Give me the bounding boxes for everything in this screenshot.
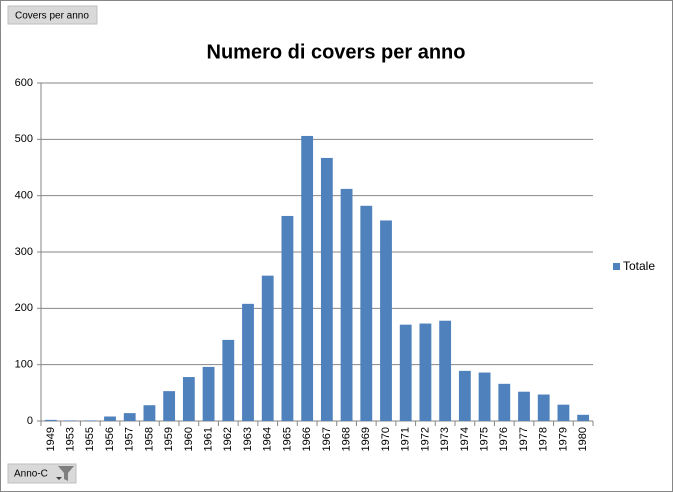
x-tick-label: 1968 [340,427,352,451]
x-tick-label: 1961 [202,427,214,451]
x-tick-label: 1953 [64,427,76,451]
x-tick-label: 1967 [321,427,333,451]
x-tick-label: 1974 [459,427,471,451]
bar [478,372,491,421]
report-filter-button[interactable] [7,5,98,25]
bar [143,405,156,421]
bar [64,420,77,421]
y-tick-label: 100 [15,359,33,371]
bar [399,324,412,421]
y-tick-label: 400 [15,190,33,202]
y-tick-label: 500 [15,133,33,145]
x-tick-label: 1949 [45,427,57,451]
bar [360,205,373,421]
x-tick-label: 1978 [538,427,550,451]
y-tick-label: 200 [15,302,33,314]
x-tick-label: 1977 [518,427,530,451]
legend-label: Totale [623,259,655,273]
x-tick-label: 1979 [557,427,569,451]
dropdown-arrow[interactable] [56,477,62,480]
x-tick-label: 1958 [143,427,155,451]
x-tick-label: 1962 [222,427,234,451]
bar [84,420,97,421]
report-filter-label[interactable]: Covers per anno [15,11,89,22]
x-tick-label: 1973 [439,427,451,451]
legend-swatch [613,263,620,270]
x-tick-label: 1980 [577,427,589,451]
bar [537,394,550,421]
bar [222,339,235,421]
bar [123,413,136,421]
x-tick-label: 1957 [124,427,136,451]
field-button-label[interactable]: Anno-C [14,469,48,480]
y-tick-label: 0 [27,415,33,427]
x-tick-label: 1969 [360,427,372,451]
x-tick-label: 1956 [104,427,116,451]
x-tick-label: 1970 [380,427,392,451]
x-tick-label: 1965 [281,427,293,451]
bar [498,383,511,421]
bar [380,220,392,421]
y-tick-label: 600 [15,77,33,89]
chart-title: Numero di covers per anno [207,41,466,63]
bar [518,391,530,421]
x-tick-label: 1972 [419,427,431,451]
bar [242,303,254,421]
bar [163,391,176,421]
bar [182,377,195,421]
bar [281,215,294,421]
bar [261,275,274,421]
x-tick-label: 1971 [400,427,412,451]
x-tick-label: 1975 [478,427,490,451]
bar [202,366,215,421]
bar [458,370,471,421]
bar [44,419,57,421]
filter-icon[interactable] [58,466,74,481]
bar [320,157,333,421]
bar [419,323,432,421]
x-tick-label: 1955 [84,427,96,451]
bar [577,414,590,421]
bar [340,188,353,421]
bar [557,404,570,421]
x-tick-label: 1963 [242,427,254,451]
x-tick-label: 1960 [183,427,195,451]
bar [439,320,452,421]
x-tick-label: 1964 [262,427,274,451]
x-tick-label: 1959 [163,427,175,451]
x-tick-label: 1976 [498,427,510,451]
bar [104,416,116,421]
bar [301,135,314,421]
x-tick-label: 1966 [301,427,313,451]
y-tick-label: 300 [15,246,33,258]
